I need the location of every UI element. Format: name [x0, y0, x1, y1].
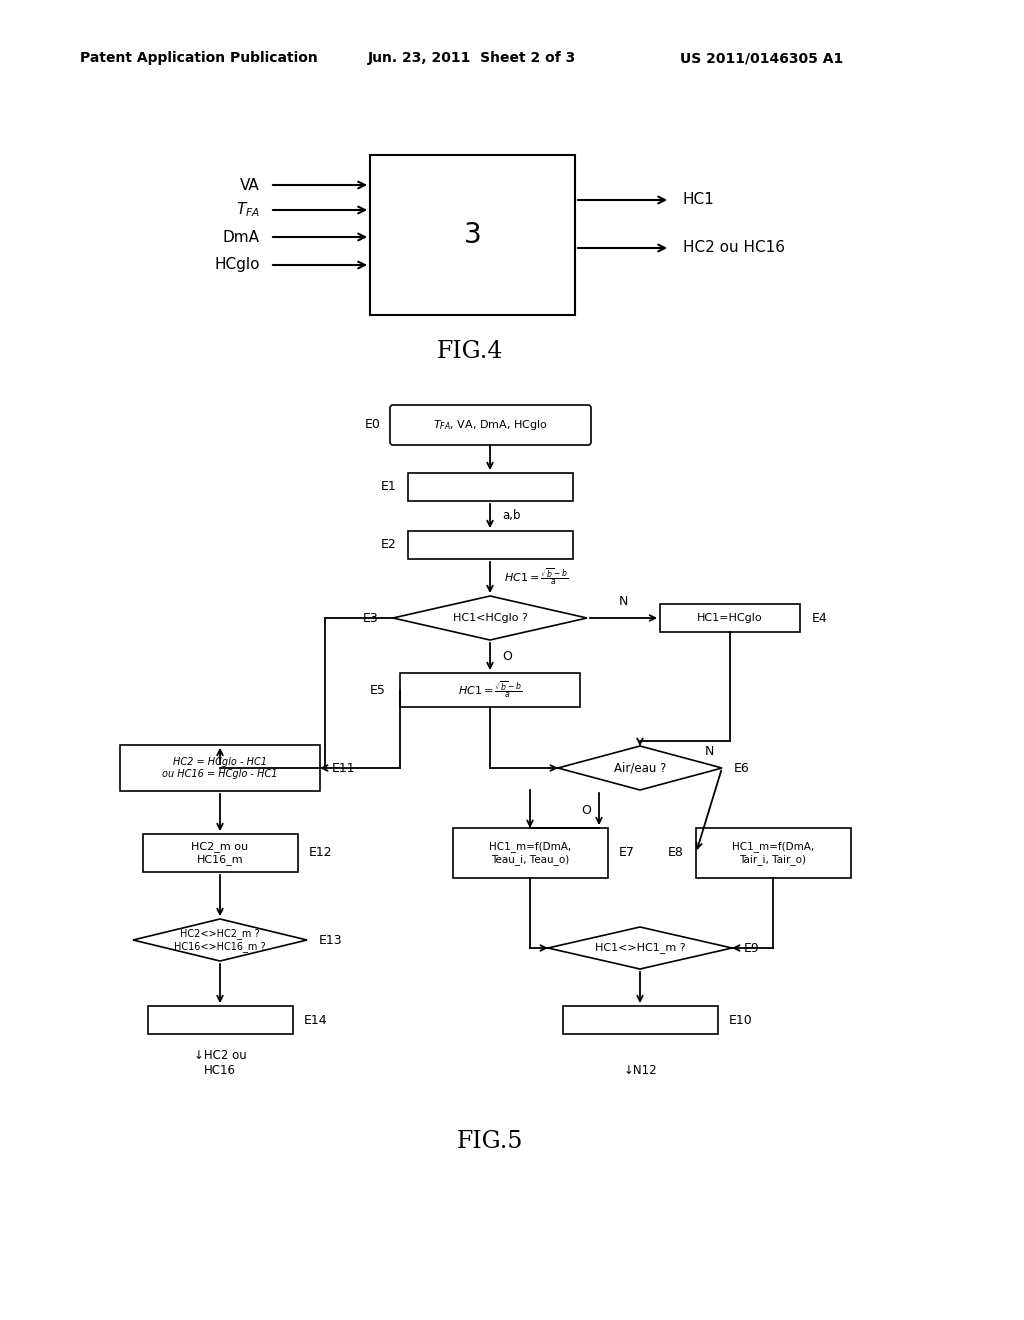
Text: E11: E11: [332, 762, 355, 775]
Polygon shape: [133, 919, 307, 961]
Text: E6: E6: [734, 762, 750, 775]
Bar: [696, 828, 851, 878]
Polygon shape: [558, 746, 722, 789]
Text: HC1<>HC1_m ?: HC1<>HC1_m ?: [595, 942, 685, 953]
Text: O: O: [582, 804, 591, 817]
Text: N: N: [705, 744, 714, 758]
FancyBboxPatch shape: [390, 405, 591, 445]
Text: FIG.5: FIG.5: [457, 1130, 523, 1152]
Text: HC1<HCglo ?: HC1<HCglo ?: [453, 612, 527, 623]
Polygon shape: [393, 597, 587, 640]
Bar: [563, 1006, 718, 1034]
Bar: [453, 828, 608, 878]
Text: HC2 ou HC16: HC2 ou HC16: [683, 240, 785, 256]
Text: $HC1 = \frac{\sqrt{b}-b}{a}$: $HC1 = \frac{\sqrt{b}-b}{a}$: [504, 566, 568, 587]
Text: E9: E9: [744, 941, 760, 954]
Text: HC2_m ou
HC16_m: HC2_m ou HC16_m: [191, 841, 249, 865]
Text: E14: E14: [304, 1014, 328, 1027]
Text: E0: E0: [366, 418, 381, 432]
Text: E3: E3: [364, 611, 379, 624]
Text: HC2 = HCglo - HC1
ou HC16 = HCglo - HC1: HC2 = HCglo - HC1 ou HC16 = HCglo - HC1: [162, 758, 278, 779]
Text: HC1: HC1: [683, 193, 715, 207]
Text: VA: VA: [241, 177, 260, 193]
Text: E4: E4: [812, 611, 827, 624]
Text: Patent Application Publication: Patent Application Publication: [80, 51, 317, 65]
Bar: [370, 154, 575, 315]
Text: E8: E8: [668, 846, 684, 859]
Text: a,b: a,b: [502, 510, 520, 523]
Text: E7: E7: [618, 846, 635, 859]
Text: HC2<>HC2_m ?
HC16<>HC16_m ?: HC2<>HC2_m ? HC16<>HC16_m ?: [174, 928, 266, 952]
Text: $HC1 = \frac{\sqrt{b}-b}{a}$: $HC1 = \frac{\sqrt{b}-b}{a}$: [458, 680, 522, 701]
Text: 3: 3: [464, 220, 481, 249]
Polygon shape: [548, 927, 732, 969]
Text: DmA: DmA: [223, 230, 260, 244]
Bar: [400, 673, 580, 708]
Text: HCglo: HCglo: [214, 257, 260, 272]
Bar: [408, 473, 573, 502]
Bar: [143, 834, 298, 873]
Text: $T_{FA}$, VA, DmA, HCglo: $T_{FA}$, VA, DmA, HCglo: [432, 418, 548, 432]
Text: E2: E2: [380, 539, 396, 552]
Text: N: N: [618, 595, 628, 609]
Bar: [660, 605, 800, 632]
Text: E1: E1: [380, 480, 396, 494]
Text: HC1=HCglo: HC1=HCglo: [697, 612, 763, 623]
Text: Air/eau ?: Air/eau ?: [613, 762, 667, 775]
Text: E12: E12: [309, 846, 333, 859]
Bar: [148, 1006, 293, 1034]
Text: O: O: [502, 649, 512, 663]
Text: ↓N12: ↓N12: [624, 1064, 656, 1077]
Text: HC1_m=f(DmA,
Teau_i, Teau_o): HC1_m=f(DmA, Teau_i, Teau_o): [488, 841, 571, 865]
Bar: [120, 744, 319, 791]
Bar: [408, 531, 573, 558]
Text: E13: E13: [319, 933, 343, 946]
Text: FIG.4: FIG.4: [437, 341, 503, 363]
Text: ↓HC2 ou
HC16: ↓HC2 ou HC16: [194, 1049, 247, 1077]
Text: US 2011/0146305 A1: US 2011/0146305 A1: [680, 51, 843, 65]
Text: $T_{FA}$: $T_{FA}$: [236, 201, 260, 219]
Text: Jun. 23, 2011  Sheet 2 of 3: Jun. 23, 2011 Sheet 2 of 3: [368, 51, 577, 65]
Text: E5: E5: [370, 684, 386, 697]
Text: E10: E10: [729, 1014, 753, 1027]
Text: HC1_m=f(DmA,
Tair_i, Tair_o): HC1_m=f(DmA, Tair_i, Tair_o): [732, 841, 814, 865]
